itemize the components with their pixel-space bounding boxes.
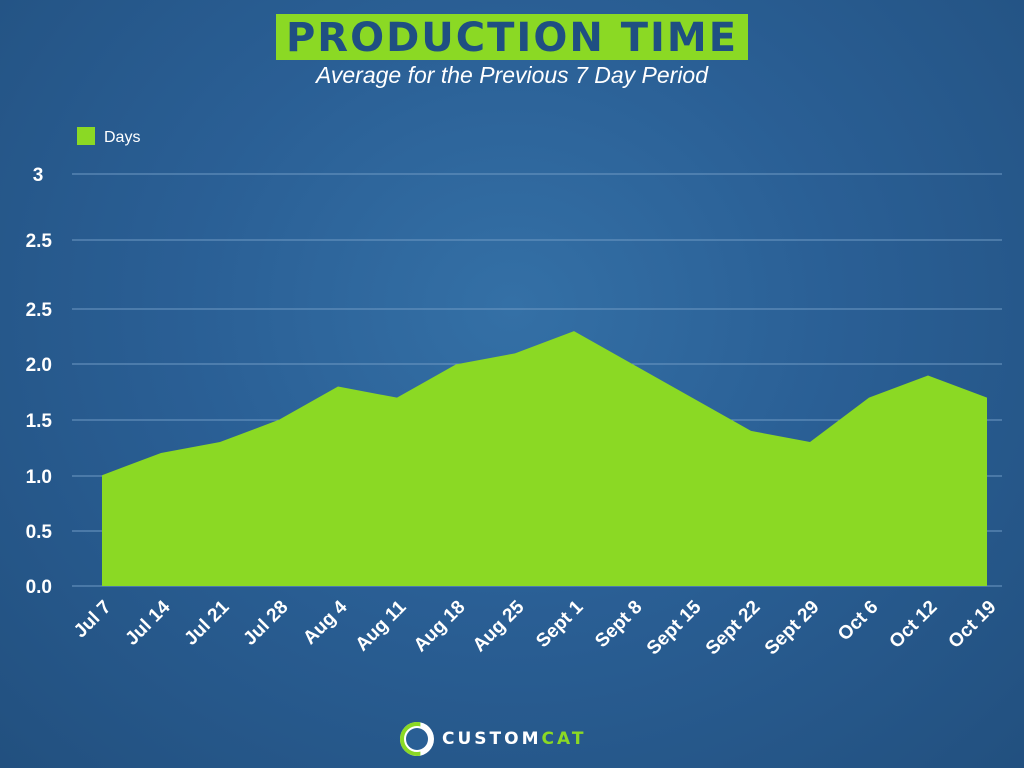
logo-word-cat: CAT xyxy=(541,729,587,749)
x-tick-label: Oct 12 xyxy=(886,597,942,653)
x-tick-label: Sept 29 xyxy=(761,597,824,660)
y-tick-label: 1.5 xyxy=(26,411,53,432)
y-tick-label: 2.0 xyxy=(26,355,52,376)
x-tick-label: Aug 11 xyxy=(352,596,411,655)
y-tick-label: 0.5 xyxy=(26,522,53,543)
x-tick-label: Sept 15 xyxy=(643,596,706,659)
x-tick-label: Sept 1 xyxy=(532,596,587,651)
legend: Days xyxy=(77,127,140,146)
legend-swatch-days xyxy=(77,127,95,145)
x-tick-label: Jul 21 xyxy=(181,596,234,649)
area-series xyxy=(102,331,987,586)
customcat-logo: CUSTOMCAT xyxy=(400,722,586,756)
logo-wordmark: CUSTOMCAT xyxy=(442,729,586,749)
chart-title: PRODUCTION TIME xyxy=(275,14,749,60)
y-tick-label: 2.5 xyxy=(26,300,53,321)
x-tick-label: Jul 28 xyxy=(240,597,293,650)
x-axis: Jul 7 Jul 14 Jul 21 Jul 28 Aug 4 Aug 11 Aug 18… xyxy=(70,596,1000,659)
x-tick-label: Aug 25 xyxy=(469,596,529,656)
cat-logo-icon xyxy=(400,722,434,756)
legend-label-days: Days xyxy=(104,129,140,146)
y-tick-label: 2.5 xyxy=(26,231,53,252)
x-tick-label: Jul 7 xyxy=(70,597,115,642)
y-tick-label: 1.0 xyxy=(26,467,52,488)
title-container: PRODUCTION TIME xyxy=(0,14,1024,60)
area-days xyxy=(102,331,987,586)
chart-subtitle: Average for the Previous 7 Day Period xyxy=(315,62,709,88)
x-tick-label: Aug 4 xyxy=(299,596,351,648)
y-axis: 0.0 0.5 1.0 1.5 2.0 2.5 2.5 3 xyxy=(26,165,53,598)
x-tick-label: Sept 22 xyxy=(702,597,765,660)
y-tick-label: 0.0 xyxy=(26,577,52,598)
logo-word-custom: CUSTOM xyxy=(442,729,542,749)
x-tick-label: Sept 8 xyxy=(591,597,646,652)
x-tick-label: Oct 6 xyxy=(834,597,882,645)
x-tick-label: Jul 14 xyxy=(122,596,175,649)
y-tick-label: 3 xyxy=(33,165,44,186)
x-tick-label: Oct 19 xyxy=(945,597,1001,653)
x-tick-label: Aug 18 xyxy=(410,597,470,657)
